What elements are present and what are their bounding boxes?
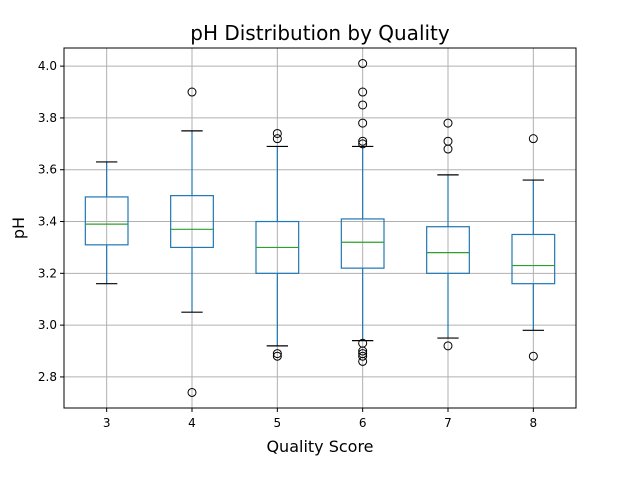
y-tick-label: 3.8	[38, 111, 57, 125]
outlier-point	[443, 144, 453, 154]
x-axis-label: Quality Score	[266, 437, 373, 456]
x-axis-ticks: 3 4 5 6 7 8	[103, 408, 537, 430]
outlier-point	[272, 349, 282, 359]
x-tick-label: 7	[444, 416, 452, 430]
outlier-point	[272, 351, 282, 361]
outlier-point	[358, 87, 368, 97]
outlier-point	[358, 351, 368, 361]
box-quality-6	[340, 59, 385, 366]
y-tick-label: 3.2	[38, 266, 57, 280]
outlier-point	[187, 387, 197, 397]
y-axis-ticks: 2.8 3.0 3.2 3.4 3.6 3.8 4.0	[38, 59, 64, 384]
iqr-box	[426, 226, 470, 274]
outlier-point	[358, 118, 368, 128]
x-tick-label: 6	[359, 416, 367, 430]
outlier-point	[358, 136, 368, 146]
box-quality-7	[426, 118, 470, 351]
plot-area-frame	[63, 47, 577, 409]
y-tick-label: 4.0	[38, 59, 57, 73]
y-axis-label: pH	[9, 217, 28, 239]
outlier-point	[528, 351, 538, 361]
outlier-point	[443, 118, 453, 128]
box-quality-8	[511, 134, 556, 361]
y-tick-label: 3.4	[38, 215, 57, 229]
outlier-point	[272, 134, 282, 144]
grid-lines	[64, 48, 576, 408]
iqr-box	[340, 218, 385, 269]
iqr-box	[170, 195, 214, 249]
x-tick-label: 4	[188, 416, 196, 430]
outlier-point	[358, 59, 368, 69]
box-plots	[84, 59, 556, 397]
outlier-point	[272, 128, 282, 138]
outlier-point	[358, 139, 368, 149]
x-tick-label: 8	[530, 416, 538, 430]
iqr-box	[511, 233, 556, 285]
y-tick-label: 3.0	[38, 318, 57, 332]
outlier-point	[187, 87, 197, 97]
box-quality-4	[170, 87, 214, 397]
x-tick-label: 3	[103, 416, 111, 430]
box-quality-5	[255, 128, 300, 361]
outlier-point	[358, 356, 368, 366]
outlier-point	[528, 134, 538, 144]
y-tick-label: 3.6	[38, 163, 57, 177]
y-tick-label: 2.8	[38, 370, 57, 384]
iqr-box	[84, 196, 129, 246]
chart-title: pH Distribution by Quality	[190, 21, 450, 45]
box-quality-3	[84, 161, 129, 285]
outlier-point	[358, 100, 368, 110]
outlier-point	[443, 341, 453, 351]
outlier-point	[358, 346, 368, 356]
x-tick-label: 5	[274, 416, 282, 430]
